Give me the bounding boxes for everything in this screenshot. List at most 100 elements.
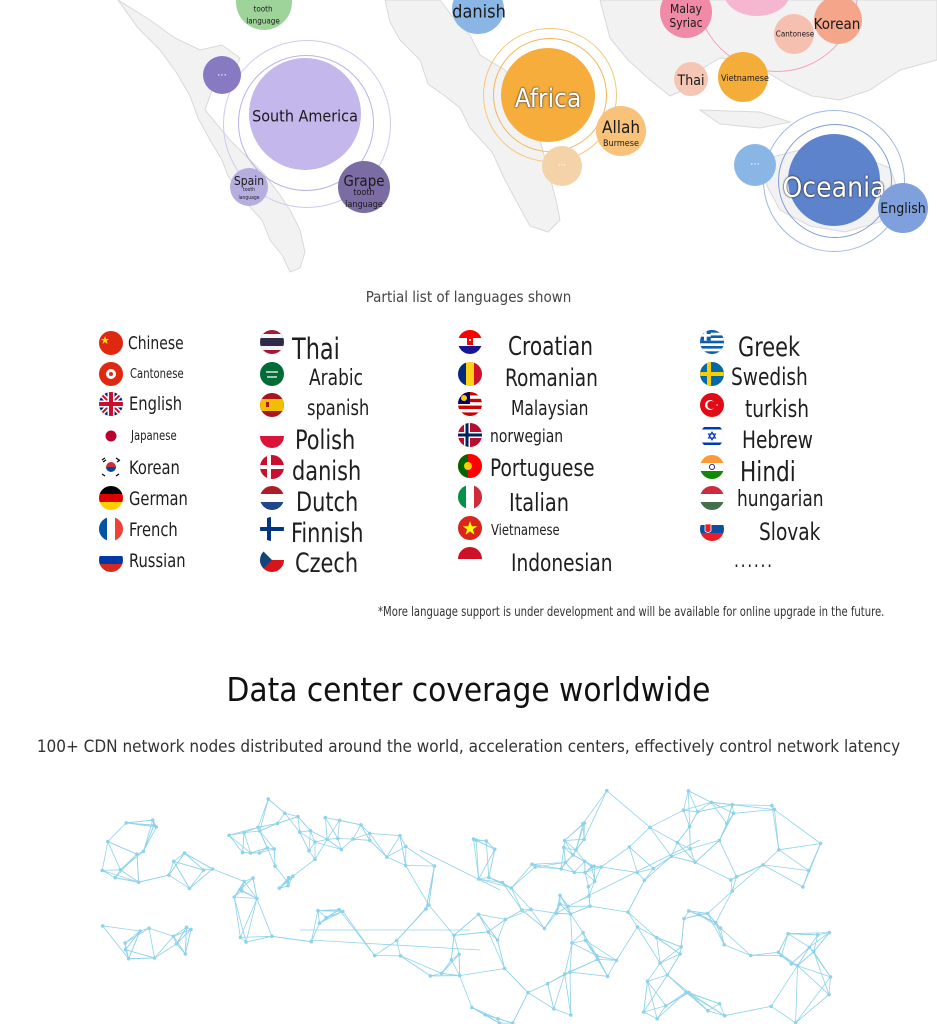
czech-flag-icon (260, 548, 284, 572)
network-node (256, 825, 260, 830)
network-link (228, 834, 251, 854)
network-link (575, 823, 584, 851)
network-link (677, 842, 696, 863)
network-link (478, 914, 489, 933)
netherlands-flag-icon (260, 486, 284, 510)
network-node (772, 807, 777, 812)
network-link (778, 933, 789, 953)
english-bubble (878, 183, 928, 233)
network-node (171, 859, 176, 864)
network-link (762, 864, 809, 871)
network-link (369, 833, 388, 858)
network-node (679, 945, 683, 949)
network-link (284, 812, 301, 833)
network-link (649, 809, 684, 828)
network-link (360, 824, 370, 834)
network-link (173, 929, 192, 937)
network-node (806, 868, 811, 873)
network-link (637, 926, 657, 938)
network-link (107, 822, 127, 842)
france-flag-icon (99, 517, 123, 541)
network-node (592, 879, 597, 884)
network-link (715, 890, 733, 923)
network-link (659, 962, 668, 976)
network-link (338, 909, 376, 956)
network-link (299, 831, 310, 851)
network-link (212, 868, 245, 882)
network-node (257, 851, 262, 855)
network-link (570, 913, 573, 944)
thai-map-label: Thai (677, 73, 705, 89)
network-link (352, 824, 362, 840)
network-link (671, 856, 696, 863)
network-node (316, 908, 320, 913)
network-link (425, 865, 435, 909)
network-link (797, 946, 810, 966)
network-link (667, 974, 687, 993)
network-link (184, 852, 213, 870)
korean-map-label: Korean (813, 15, 861, 33)
network-node (722, 1013, 727, 1018)
network-link (601, 866, 638, 873)
network-node (807, 945, 812, 949)
network-node (586, 884, 591, 889)
network-link (341, 838, 354, 850)
network-link (720, 928, 725, 945)
network-link (138, 874, 169, 883)
lang-swedish: Swedish (731, 363, 808, 391)
turkey-flag-icon (700, 393, 724, 417)
network-link (707, 1003, 720, 1012)
network-node (183, 952, 188, 956)
network-node (655, 1016, 659, 1021)
network-node (563, 860, 568, 865)
cdn-network-map (100, 788, 833, 1024)
network-link (778, 849, 809, 871)
network-node (687, 909, 691, 913)
hongkong-flag-icon (99, 362, 123, 386)
network-link (325, 817, 340, 821)
network-node (150, 818, 155, 822)
network-link (591, 866, 596, 882)
network-link (694, 840, 720, 863)
network-link (570, 905, 591, 915)
network-link (732, 804, 775, 810)
network-link (665, 992, 690, 1007)
network-link (689, 811, 698, 827)
south-america-bubble (249, 58, 361, 170)
oceania-label: Oceania (782, 170, 886, 204)
network-link (458, 954, 460, 976)
allah-bubble (596, 106, 646, 156)
network-link (428, 904, 455, 936)
network-link (259, 798, 269, 832)
network-link (644, 868, 654, 881)
network-link (732, 864, 764, 892)
network-node (587, 894, 591, 898)
network-link (732, 804, 773, 806)
network-link (360, 824, 371, 841)
network-link (184, 929, 192, 954)
network-link (115, 877, 139, 883)
network-link (511, 887, 532, 910)
thai-bubble (674, 62, 708, 96)
network-link (101, 841, 109, 871)
network-link (788, 933, 818, 936)
network-node (308, 828, 313, 833)
network-link (656, 937, 682, 948)
network-link (637, 868, 654, 873)
network-link (797, 965, 831, 978)
network-link (563, 847, 576, 851)
network-link (556, 895, 561, 914)
language-label-top: language (246, 16, 280, 26)
network-node (510, 1021, 515, 1024)
network-link (310, 923, 320, 942)
network-node (582, 859, 587, 864)
network-node (255, 896, 259, 901)
network-link (564, 840, 577, 851)
spain-flag-icon (260, 393, 284, 417)
network-link (774, 809, 821, 844)
spain-sub-tooth: tooth (243, 187, 255, 193)
network-node (827, 992, 831, 997)
lang-hebrew: Hebrew (742, 426, 813, 454)
network-link (102, 870, 139, 883)
network-link (571, 942, 598, 957)
